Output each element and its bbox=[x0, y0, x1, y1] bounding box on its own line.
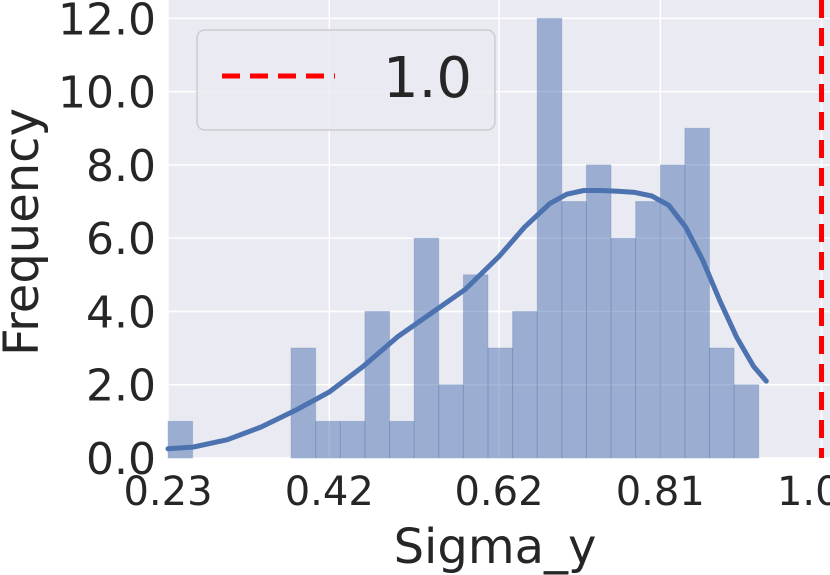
kde-curve bbox=[165, 188, 769, 452]
x-tick-label: 0.42 bbox=[285, 469, 374, 515]
histogram-bar bbox=[659, 164, 686, 459]
y-tick-label: 12.0 bbox=[58, 0, 156, 45]
histogram-bar bbox=[413, 237, 440, 459]
histogram-bars bbox=[167, 17, 760, 459]
histogram-bar bbox=[585, 164, 612, 459]
x-tick-label: 0.62 bbox=[454, 469, 543, 515]
histogram-bar bbox=[389, 420, 415, 459]
x-tick-label: 0.81 bbox=[616, 469, 705, 515]
histogram-bar bbox=[438, 384, 464, 459]
histogram-bar bbox=[536, 17, 563, 459]
histogram-bar bbox=[339, 420, 366, 459]
histogram-bar bbox=[708, 347, 735, 459]
histogram-bar bbox=[487, 347, 514, 459]
y-tick-label: 0.0 bbox=[86, 434, 156, 485]
y-tick-labels: 0.0 2.0 4.0 6.0 8.0 10.0 12.0 bbox=[58, 0, 156, 485]
histogram-bar bbox=[462, 274, 489, 459]
y-tick-label: 4.0 bbox=[86, 287, 156, 338]
x-tick-labels: 0.23 0.42 0.62 0.81 1.00 bbox=[123, 469, 830, 515]
y-tick-label: 8.0 bbox=[86, 141, 156, 192]
y-tick-label: 10.0 bbox=[58, 68, 156, 119]
histogram-bar bbox=[512, 310, 538, 459]
histogram-bar bbox=[315, 420, 341, 459]
histogram-bar bbox=[167, 420, 194, 459]
legend-entry-label: 1.0 bbox=[383, 46, 472, 111]
x-axis-label: Sigma_y bbox=[394, 519, 597, 575]
histogram-bar bbox=[733, 384, 760, 459]
y-axis-label: Frequency bbox=[0, 108, 50, 356]
y-tick-label: 2.0 bbox=[86, 361, 156, 412]
x-tick-label: 1.00 bbox=[777, 469, 830, 515]
grid-lines bbox=[167, 0, 830, 459]
histogram-bar bbox=[635, 201, 661, 459]
histogram-bar bbox=[561, 201, 587, 459]
histogram-bar bbox=[364, 310, 391, 459]
y-tick-label: 6.0 bbox=[86, 214, 156, 265]
legend: 1.0 bbox=[196, 29, 496, 131]
x-tick-label: 0.23 bbox=[123, 469, 212, 515]
histogram-bar bbox=[684, 127, 710, 459]
histogram-bar bbox=[610, 237, 637, 459]
legend-box bbox=[196, 29, 496, 131]
